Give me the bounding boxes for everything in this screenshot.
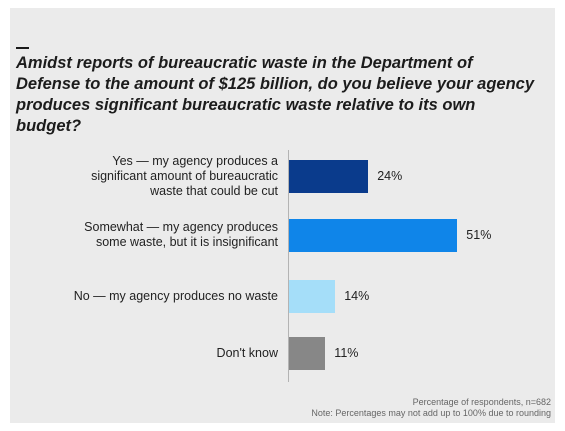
- title-accent-dash: [16, 47, 29, 49]
- category-label-3: Don't know: [217, 346, 278, 361]
- category-label-line: No — my agency produces no waste: [73, 288, 278, 303]
- rounding-note: Note: Percentages may not add up to 100%…: [311, 408, 551, 418]
- bar-2: [289, 279, 336, 313]
- bar-3: [289, 336, 326, 370]
- sample-note: Percentage of respondents, n=682: [412, 397, 551, 407]
- category-label-2: No — my agency produces no waste: [74, 289, 278, 304]
- category-label-line: some waste, but it is insignificant: [95, 235, 278, 249]
- bar-1: [289, 218, 458, 252]
- chart-footnotes: Percentage of respondents, n=682 Note: P…: [311, 397, 551, 419]
- value-label-1: 51%: [466, 227, 492, 242]
- category-axis-line: [288, 150, 289, 382]
- category-label-line: Yes — my agency produces a: [112, 153, 278, 168]
- value-label-0: 24%: [377, 168, 403, 183]
- value-label-2: 14%: [344, 288, 370, 303]
- category-label-0: Yes — my agency produces a significant am…: [91, 154, 278, 199]
- bar-0: [289, 159, 369, 193]
- value-label-3: 11%: [334, 345, 359, 360]
- category-label-line: waste that could be cut: [150, 183, 278, 198]
- category-label-line: Somewhat — my agency produces: [84, 220, 278, 234]
- category-label-line: Don't know: [216, 345, 278, 360]
- category-label-1: Somewhat — my agency produces some waste,…: [84, 220, 278, 250]
- chart-card: [10, 8, 555, 423]
- chart-title: Amidst reports of bureaucratic waste in …: [16, 54, 535, 135]
- category-label-line: significant amount of bureaucratic: [91, 168, 278, 183]
